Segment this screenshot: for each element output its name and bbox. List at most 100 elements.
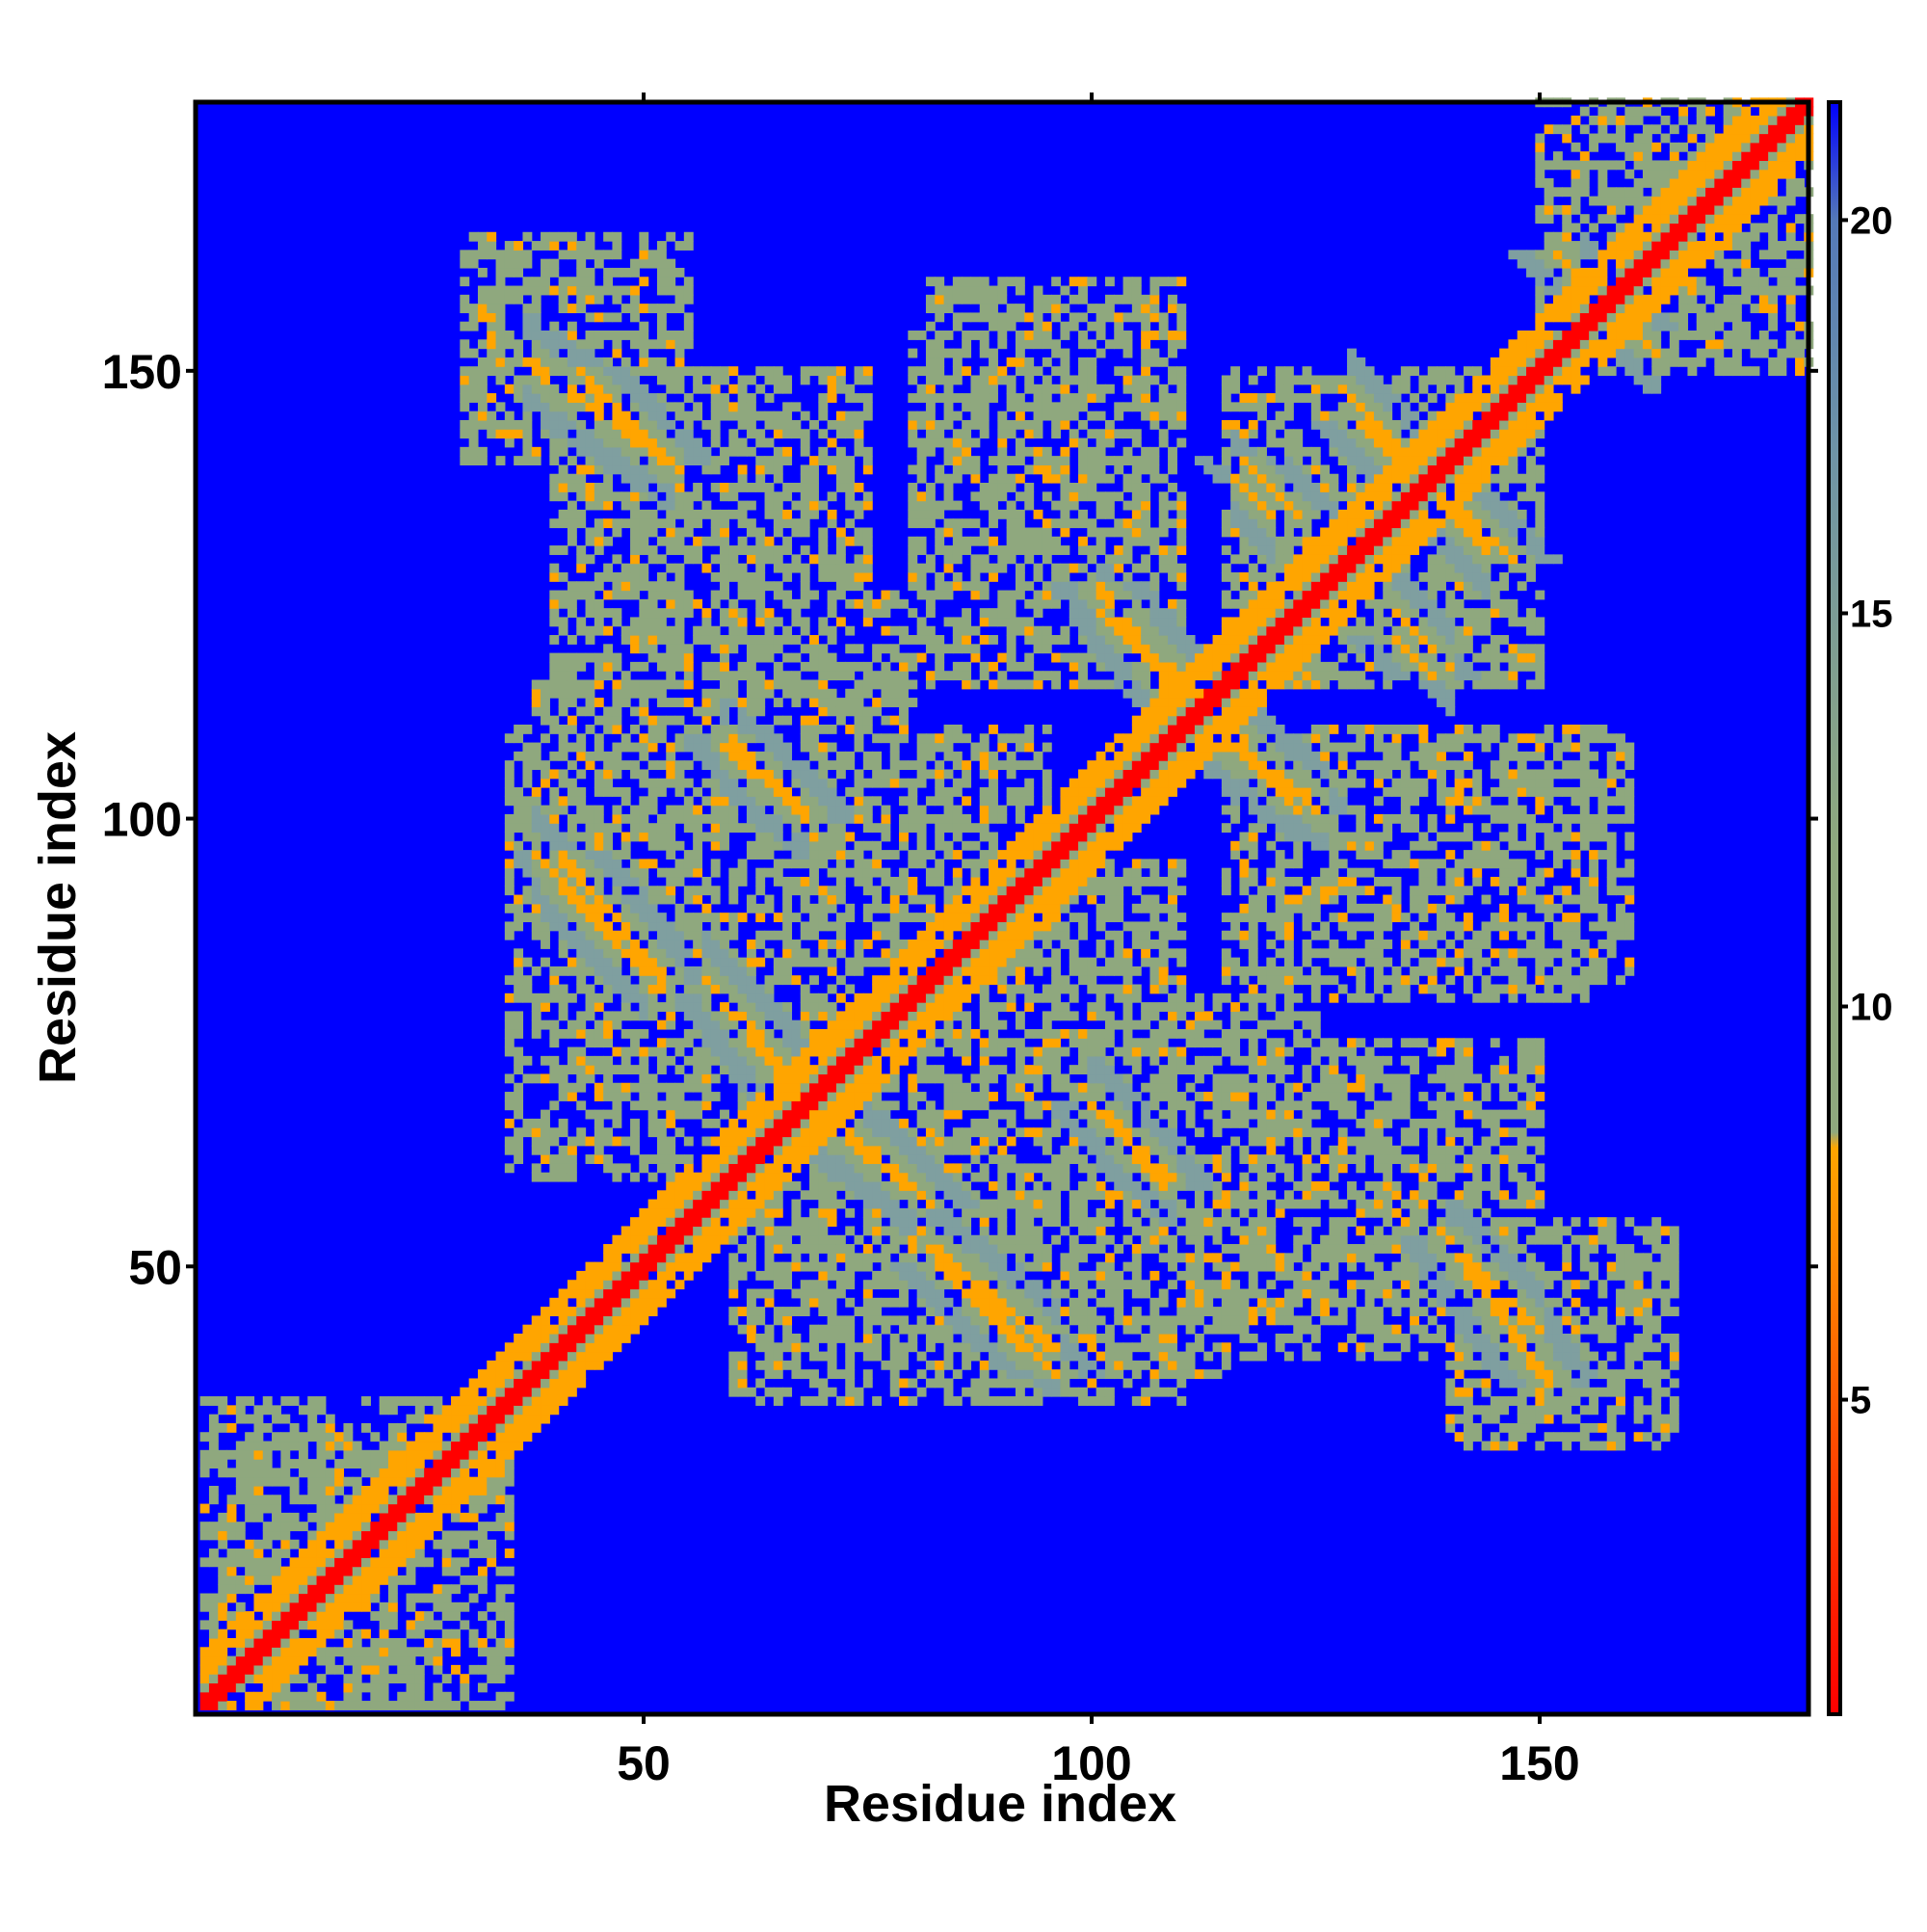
heatmap-cell [567, 608, 577, 619]
heatmap-cell [746, 903, 756, 913]
heatmap-cell [307, 1405, 318, 1416]
heatmap-cell [387, 1548, 398, 1558]
heatmap-cell [925, 1136, 936, 1147]
heatmap-cell [854, 1002, 864, 1012]
heatmap-cell [809, 1234, 819, 1245]
heatmap-cell [612, 419, 622, 430]
heatmap-cell [818, 769, 829, 780]
heatmap-cell [603, 1324, 614, 1335]
heatmap-cell [594, 751, 604, 761]
heatmap-cell [818, 1100, 829, 1111]
heatmap-cell [558, 894, 568, 905]
heatmap-cell [872, 823, 883, 834]
heatmap-cell [845, 1136, 856, 1147]
heatmap-cell [835, 419, 846, 430]
heatmap-cell [612, 590, 622, 600]
heatmap-cell [746, 1028, 756, 1039]
heatmap-cell [683, 661, 694, 672]
heatmap-cell [441, 1701, 452, 1710]
heatmap-cell [881, 867, 891, 878]
heatmap-cell [504, 813, 515, 824]
heatmap-cell [620, 590, 631, 600]
heatmap-cell [522, 1333, 533, 1343]
heatmap-cell [504, 294, 515, 304]
heatmap-cell [835, 840, 846, 851]
heatmap-cell [916, 1073, 927, 1084]
heatmap-cell [558, 733, 568, 744]
heatmap-cell [755, 778, 766, 788]
heatmap-cell [791, 948, 802, 959]
heatmap-cell [406, 1539, 416, 1549]
heatmap-cell [827, 1217, 837, 1228]
heatmap-cell [818, 760, 829, 771]
heatmap-cell [728, 1011, 739, 1021]
heatmap-cell [639, 1261, 649, 1272]
heatmap-cell [620, 410, 631, 421]
heatmap-cell [827, 1315, 837, 1326]
heatmap-cell [908, 1038, 918, 1048]
heatmap-cell [576, 813, 587, 824]
heatmap-cell [800, 446, 810, 457]
heatmap-cell [666, 545, 676, 555]
heatmap-cell [935, 1378, 945, 1389]
heatmap-cell [594, 1270, 604, 1281]
heatmap-cell [666, 1207, 676, 1218]
heatmap-cell [952, 751, 963, 761]
heatmap-cell [818, 1288, 829, 1299]
heatmap-cell [693, 992, 703, 1003]
heatmap-cell [737, 635, 748, 645]
heatmap-cell [755, 464, 766, 475]
heatmap-cell [899, 796, 909, 807]
heatmap-cell [541, 1405, 550, 1416]
heatmap-cell [925, 1342, 936, 1353]
heatmap-cell [639, 813, 649, 824]
heatmap-cell [325, 1476, 335, 1487]
heatmap-cell [504, 366, 515, 377]
heatmap-cell [908, 464, 918, 475]
heatmap-cell [935, 357, 945, 367]
heatmap-cell [612, 1172, 622, 1182]
heatmap-cell [674, 375, 685, 385]
heatmap-cell [683, 1217, 694, 1228]
heatmap-cell [800, 491, 810, 502]
heatmap-cell [549, 1342, 560, 1353]
heatmap-cell [835, 446, 846, 457]
heatmap-cell [603, 751, 614, 761]
heatmap-cell [531, 1342, 541, 1353]
heatmap-cell [835, 590, 846, 600]
heatmap-cell [558, 1073, 568, 1084]
heatmap-cell [514, 456, 524, 466]
heatmap-cell [647, 1109, 658, 1120]
heatmap-cell [549, 652, 560, 663]
heatmap-cell [487, 1476, 497, 1487]
heatmap-cell [728, 635, 739, 645]
heatmap-cell [710, 402, 721, 412]
heatmap-cell [737, 867, 748, 878]
heatmap-cell [854, 940, 864, 949]
heatmap-cell [477, 1611, 488, 1621]
heatmap-cell [541, 357, 550, 367]
heatmap-cell [755, 437, 766, 448]
heatmap-cell [943, 1333, 954, 1343]
heatmap-cell [504, 1459, 515, 1469]
heatmap-cell [925, 491, 936, 502]
heatmap-cell [666, 1082, 676, 1093]
heatmap-cell [791, 688, 802, 699]
heatmap-cell [647, 1307, 658, 1316]
heatmap-cell [674, 357, 685, 367]
heatmap-cell [352, 1530, 362, 1541]
heatmap-cell [899, 1127, 909, 1138]
heatmap-cell [639, 1100, 649, 1111]
heatmap-cell [567, 304, 577, 314]
heatmap-cell [908, 1226, 918, 1236]
heatmap-cell [889, 1360, 900, 1370]
heatmap-cell [899, 1207, 909, 1218]
heatmap-cell [567, 1154, 577, 1164]
heatmap-cell [424, 1495, 435, 1505]
heatmap-cell [943, 419, 954, 430]
heatmap-cell [925, 608, 936, 619]
heatmap-cell [226, 1620, 237, 1630]
heatmap-cell [630, 366, 640, 377]
heatmap-cell [361, 1575, 371, 1585]
